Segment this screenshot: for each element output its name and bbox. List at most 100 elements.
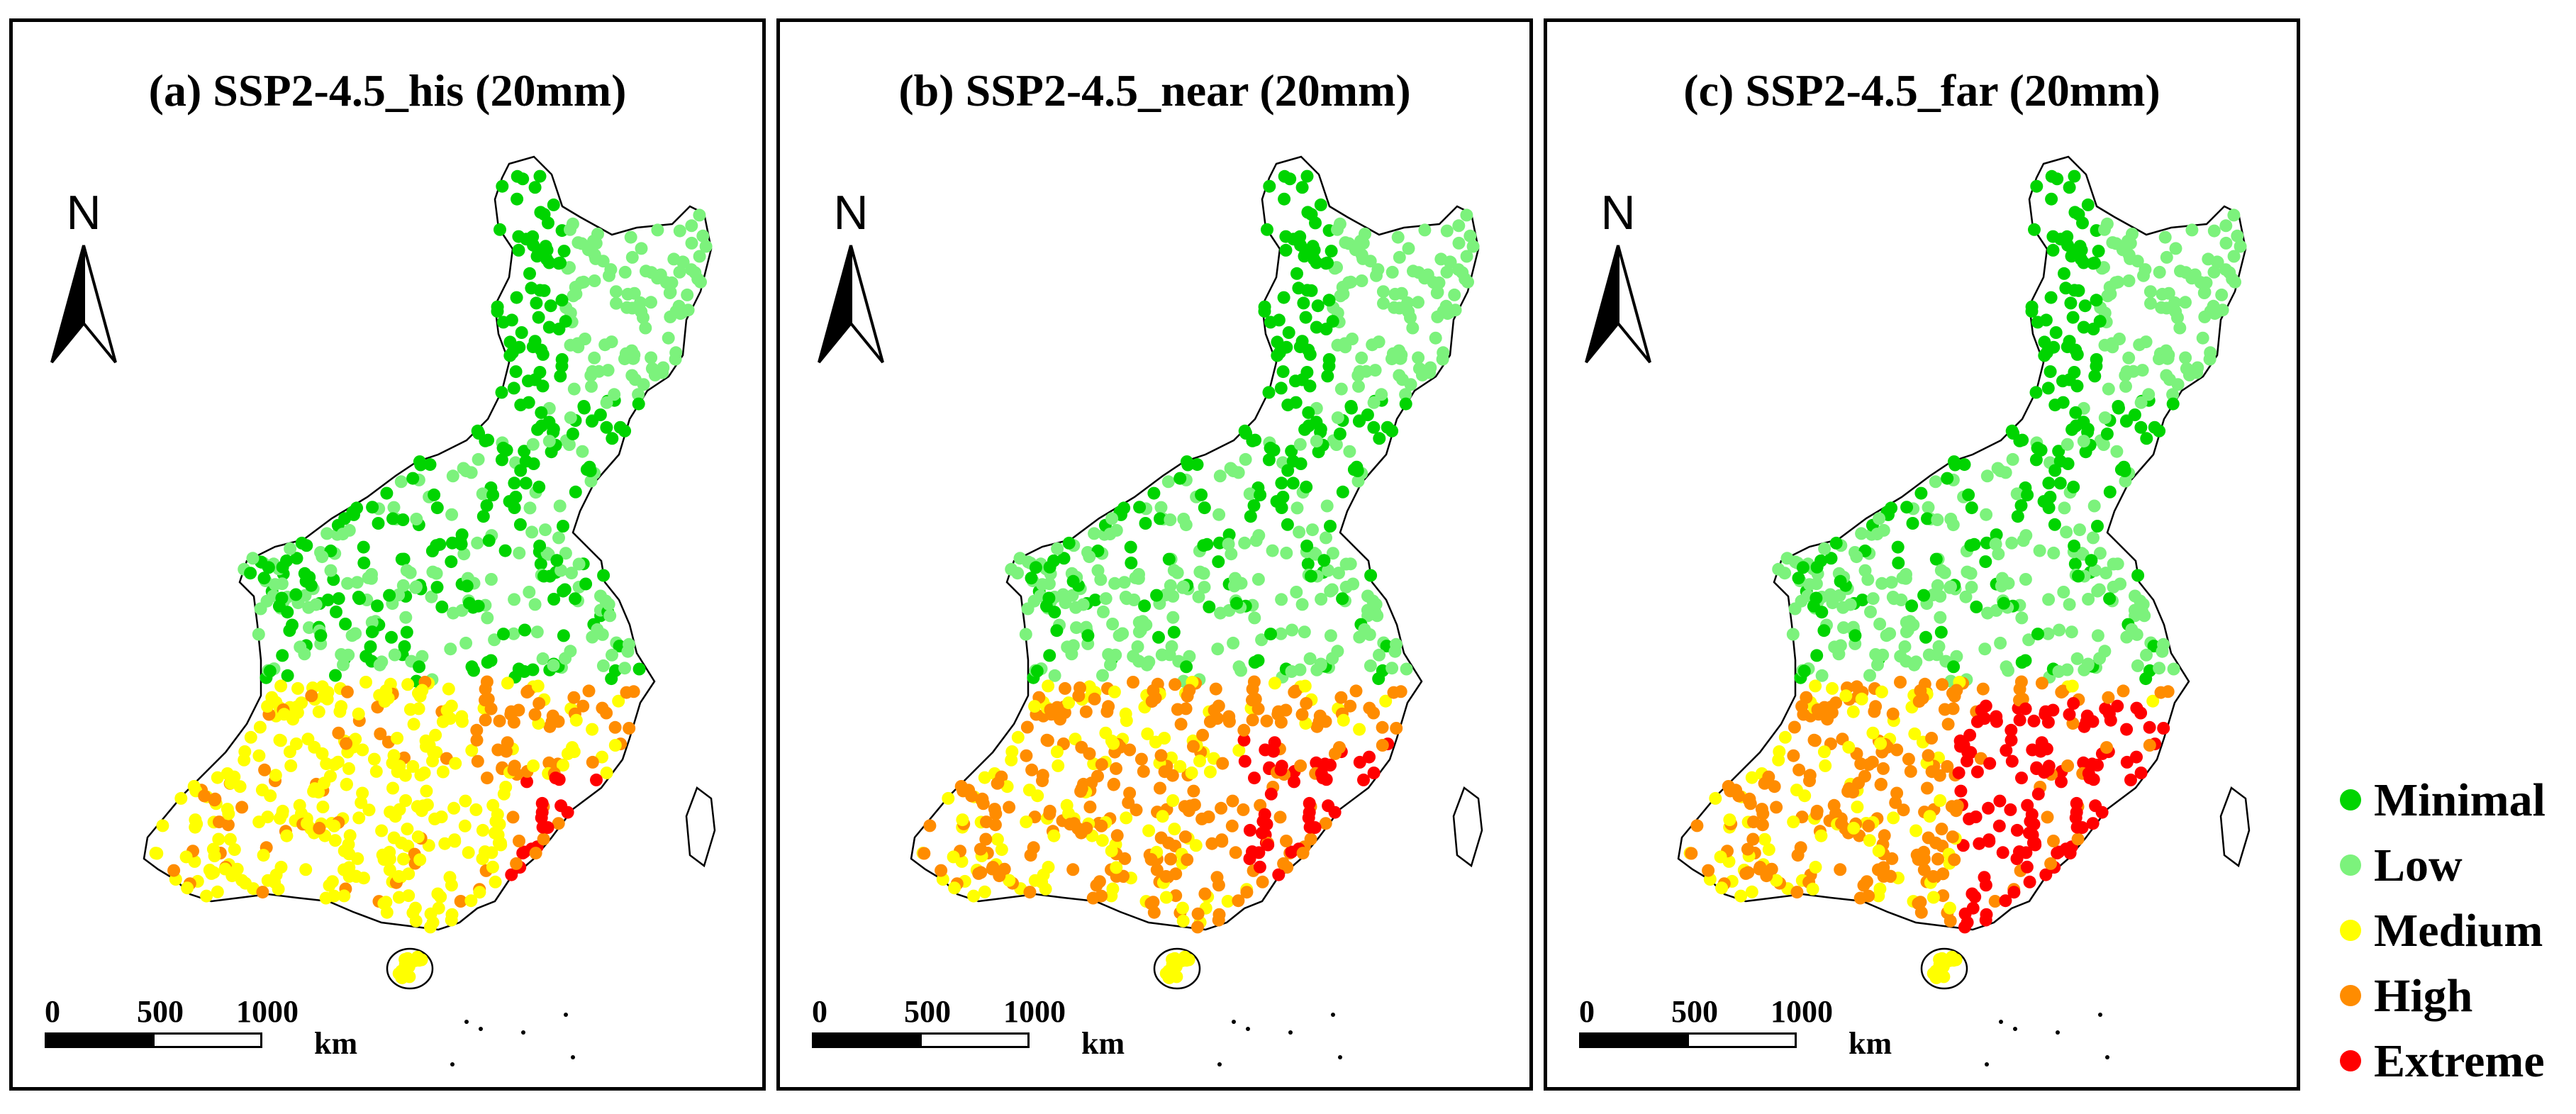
station-point xyxy=(1992,547,2005,561)
station-point xyxy=(511,192,524,206)
station-point xyxy=(1891,540,1905,554)
station-point xyxy=(1285,665,1298,678)
station-point xyxy=(1399,397,1412,411)
station-point xyxy=(2157,722,2170,735)
station-point xyxy=(2102,382,2115,396)
station-point xyxy=(1174,718,1188,731)
station-point xyxy=(1331,645,1344,658)
station-point xyxy=(420,740,433,753)
station-point xyxy=(2045,192,2058,206)
station-point xyxy=(413,660,426,674)
station-point xyxy=(1057,552,1071,565)
north-label: N xyxy=(66,186,101,240)
station-point xyxy=(540,243,554,257)
station-point xyxy=(510,291,523,304)
station-point xyxy=(1367,767,1381,779)
station-point xyxy=(2110,445,2124,458)
station-point xyxy=(2069,406,2082,419)
station-point xyxy=(476,852,489,865)
station-point xyxy=(1075,740,1088,754)
station-point xyxy=(2122,351,2136,364)
station-point xyxy=(664,310,677,323)
station-point xyxy=(1334,382,1348,396)
station-point xyxy=(1177,513,1191,525)
station-point xyxy=(501,736,514,750)
station-point xyxy=(552,817,565,830)
station-point xyxy=(263,664,277,678)
station-point xyxy=(1215,835,1229,848)
scale-tick-0: 0 xyxy=(45,994,60,1029)
station-point xyxy=(544,299,557,313)
station-point xyxy=(2128,408,2141,421)
station-point xyxy=(386,781,399,795)
station-point xyxy=(2058,501,2071,515)
station-point xyxy=(1320,499,1334,513)
station-point xyxy=(1963,728,1977,742)
legend-label: Medium xyxy=(2374,905,2543,957)
station-point xyxy=(1946,702,1960,715)
station-point xyxy=(1894,676,1907,689)
scale-unit: km xyxy=(1081,1026,1125,1061)
station-point xyxy=(2133,338,2146,352)
station-point xyxy=(1322,564,1335,577)
station-point xyxy=(1996,846,2009,859)
station-point xyxy=(1108,777,1120,791)
station-point xyxy=(535,811,548,825)
station-point xyxy=(418,766,431,779)
station-point xyxy=(1809,679,1822,693)
station-point xyxy=(1381,420,1394,434)
station-point xyxy=(1164,852,1177,866)
station-point xyxy=(1809,860,1822,874)
station-point xyxy=(1871,658,1884,672)
station-point xyxy=(1003,801,1016,814)
station-point xyxy=(589,252,603,265)
station-point xyxy=(1452,236,1466,250)
station-point xyxy=(324,564,338,577)
island-marker xyxy=(521,1030,525,1035)
station-point xyxy=(555,353,569,366)
station-point xyxy=(554,256,567,269)
station-point xyxy=(1934,611,1947,624)
station-point xyxy=(1166,958,1179,971)
station-point xyxy=(1176,914,1190,928)
station-point xyxy=(394,475,408,489)
station-point xyxy=(1117,869,1130,883)
station-point xyxy=(648,368,662,381)
station-point xyxy=(1803,578,1816,591)
station-point xyxy=(606,432,619,445)
station-point xyxy=(2070,347,2084,361)
station-point xyxy=(1418,223,1432,237)
island-marker xyxy=(2098,1013,2102,1017)
station-point xyxy=(567,691,581,704)
station-point xyxy=(2013,682,2026,696)
station-point xyxy=(1298,625,1311,639)
station-point xyxy=(2052,665,2065,678)
station-point xyxy=(1232,744,1246,757)
station-point xyxy=(1197,539,1210,552)
station-point xyxy=(463,596,476,610)
station-point xyxy=(458,819,472,832)
station-point xyxy=(989,807,1003,820)
station-point xyxy=(535,796,549,810)
station-point xyxy=(457,462,470,475)
station-point xyxy=(1232,894,1245,908)
station-point xyxy=(512,243,525,257)
station-point xyxy=(2049,326,2063,339)
station-point xyxy=(402,867,416,881)
station-point xyxy=(1958,458,1971,472)
station-point xyxy=(471,536,484,550)
station-point xyxy=(1226,794,1239,808)
station-point xyxy=(1402,242,1415,255)
station-point xyxy=(454,895,467,908)
station-point xyxy=(357,556,371,569)
station-point xyxy=(1466,240,1480,253)
station-point xyxy=(350,869,362,883)
station-point xyxy=(2026,743,2039,757)
station-point xyxy=(2035,676,2048,690)
station-point xyxy=(2065,423,2079,436)
station-point xyxy=(1212,555,1225,569)
station-point xyxy=(2077,435,2090,448)
station-point xyxy=(2073,523,2086,537)
station-point xyxy=(470,723,484,737)
station-point xyxy=(1982,801,1995,815)
